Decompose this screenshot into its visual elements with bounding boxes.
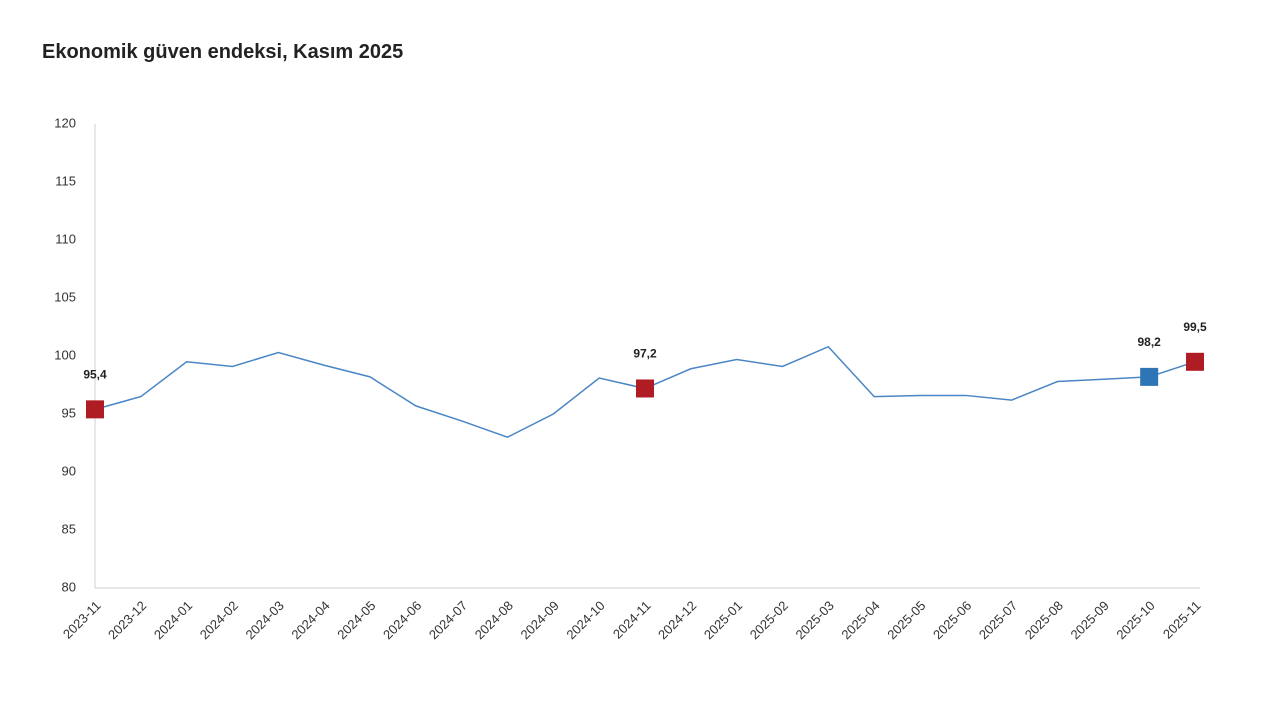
data-label: 99,5	[1183, 320, 1207, 334]
y-tick-label: 90	[62, 463, 76, 478]
data-label: 97,2	[633, 347, 657, 361]
data-label: 95,4	[83, 368, 107, 382]
chart-title: Ekonomik güven endeksi, Kasım 2025	[42, 41, 403, 63]
data-marker	[86, 400, 104, 419]
y-tick-label: 120	[54, 115, 76, 130]
y-tick-label: 110	[55, 231, 76, 246]
y-tick-label: 100	[54, 347, 76, 362]
y-tick-label: 105	[54, 289, 76, 304]
y-tick-label: 95	[62, 405, 76, 420]
y-tick-label: 80	[62, 579, 76, 594]
data-marker	[1186, 352, 1204, 371]
data-marker	[636, 379, 654, 398]
y-tick-label: 115	[55, 173, 76, 188]
data-marker	[1140, 367, 1159, 386]
y-tick-label: 85	[62, 521, 76, 536]
data-label: 98,2	[1137, 335, 1161, 349]
